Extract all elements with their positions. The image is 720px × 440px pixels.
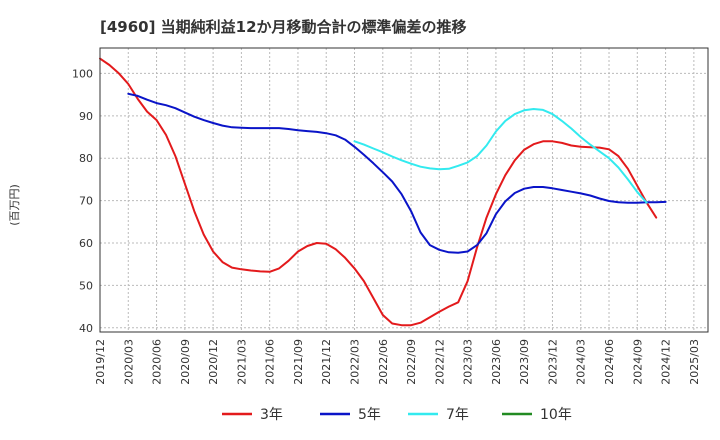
series-line-3年 xyxy=(99,57,658,327)
legend: 3年 5年 7年 10年 xyxy=(222,407,572,423)
x-tick-label: 2020/03 xyxy=(122,339,135,385)
x-tick-label: 2019/12 xyxy=(94,339,107,385)
series-line-5年 xyxy=(127,92,667,254)
series-lines xyxy=(99,57,667,327)
y-tick-label: 80 xyxy=(79,152,93,165)
y-tick-labels: 40 50 60 70 80 90 100 xyxy=(72,67,93,334)
x-tick-label: 2020/12 xyxy=(207,339,220,385)
x-tick-label: 2021/09 xyxy=(292,339,305,385)
x-tick-label: 2025/03 xyxy=(688,339,701,385)
x-tick-label: 2020/06 xyxy=(151,339,164,385)
x-tick-label: 2024/06 xyxy=(603,339,616,385)
x-tick-label: 2022/09 xyxy=(405,339,418,385)
x-tick-label: 2023/06 xyxy=(490,339,503,385)
x-tick-label: 2021/06 xyxy=(264,339,277,385)
plot-frame xyxy=(99,47,709,333)
legend-item: 3年 xyxy=(222,407,283,423)
legend-item: 5年 xyxy=(320,407,381,423)
x-tick-label: 2021/12 xyxy=(320,339,333,385)
x-tick-label: 2023/03 xyxy=(462,339,475,385)
legend-item: 10年 xyxy=(502,407,572,423)
series-line-7年 xyxy=(353,108,648,204)
y-tick-label: 40 xyxy=(79,322,93,335)
grid xyxy=(99,48,708,332)
x-tick-label: 2024/03 xyxy=(575,339,588,385)
x-tick-label: 2023/12 xyxy=(546,339,559,385)
legend-label: 10年 xyxy=(540,407,572,423)
x-tick-label: 2024/12 xyxy=(660,339,673,385)
y-tick-label: 90 xyxy=(79,110,93,123)
y-tick-label: 70 xyxy=(79,195,93,208)
x-tick-label: 2023/09 xyxy=(518,339,531,385)
chart-title: [4960] 当期純利益12か月移動合計の標準偏差の推移 xyxy=(100,18,467,36)
x-tick-label: 2022/03 xyxy=(349,339,362,385)
y-tick-label: 60 xyxy=(79,237,93,250)
y-tick-label: 100 xyxy=(72,67,93,80)
x-tick-labels: 2019/12 2020/03 2020/06 2020/09 2020/12 2021/… xyxy=(94,339,701,385)
legend-item: 7年 xyxy=(408,407,469,423)
legend-label: 3年 xyxy=(260,407,283,423)
legend-label: 5年 xyxy=(358,407,381,423)
y-tick-label: 50 xyxy=(79,279,93,292)
x-tick-label: 2022/12 xyxy=(433,339,446,385)
legend-label: 7年 xyxy=(446,407,469,423)
x-tick-label: 2024/09 xyxy=(631,339,644,385)
x-tick-label: 2020/09 xyxy=(179,339,192,385)
x-tick-label: 2022/06 xyxy=(377,339,390,385)
y-axis-label: (百万円) xyxy=(8,184,21,226)
x-tick-label: 2021/03 xyxy=(235,339,248,385)
